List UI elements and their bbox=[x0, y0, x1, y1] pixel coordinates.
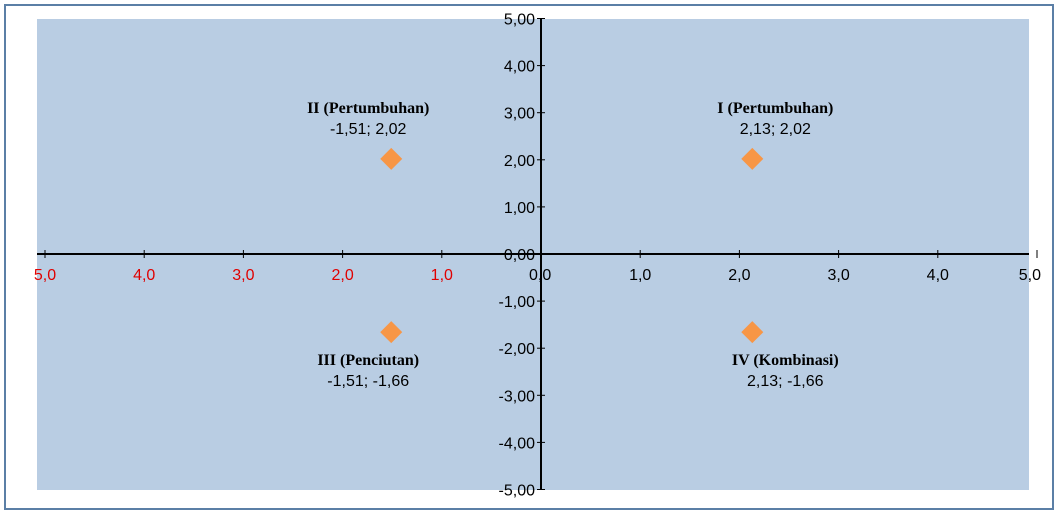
y-tick-label: 1,00 bbox=[504, 200, 535, 217]
x-tick-label: 1,0 bbox=[431, 267, 453, 284]
point-coordinate-label: 2,13; 2,02 bbox=[740, 121, 811, 138]
y-tick-label: 0,00 bbox=[504, 247, 535, 264]
x-tick-label: 0,0 bbox=[529, 267, 551, 284]
chart-frame: 5,0 4,0 3,0 2,0 1,0 0,0 1,0 2,0 3,0 4,0 5,0 5,00 4,… bbox=[4, 4, 1054, 510]
x-tick-label: 2,0 bbox=[331, 267, 353, 284]
x-tick-label: 5,0 bbox=[1019, 267, 1041, 284]
quadrant-chart: 5,0 4,0 3,0 2,0 1,0 0,0 1,0 2,0 3,0 4,0 5,0 5,00 4,… bbox=[34, 12, 1041, 500]
x-tick-label: 1,0 bbox=[629, 267, 651, 284]
y-tick-label: 3,00 bbox=[504, 106, 535, 123]
quadrant-title: II (Pertumbuhan) bbox=[307, 100, 429, 117]
y-tick-label: 5,00 bbox=[504, 12, 535, 29]
quadrant-title: IV (Kombinasi) bbox=[732, 352, 839, 369]
y-tick-label: -2,00 bbox=[499, 341, 536, 358]
x-tick-label: 2,0 bbox=[728, 267, 750, 284]
y-tick-label: -1,00 bbox=[499, 294, 536, 311]
data-point-marker bbox=[380, 147, 403, 170]
y-tick-labels: 5,00 4,00 3,00 2,00 1,00 0,00 -1,00 -2,00 -3,00 -… bbox=[499, 12, 536, 500]
y-tick-label: -4,00 bbox=[499, 435, 536, 452]
y-tick-label: -5,00 bbox=[499, 483, 536, 500]
x-tick-label: 4,0 bbox=[927, 267, 949, 284]
y-tick-label: 2,00 bbox=[504, 153, 535, 170]
x-tick-label: 5,0 bbox=[34, 267, 56, 284]
point-coordinate-label: 2,13; -1,66 bbox=[747, 373, 824, 390]
x-tick-labels: 5,0 4,0 3,0 2,0 1,0 0,0 1,0 2,0 3,0 4,0 5,0 bbox=[34, 267, 1041, 284]
point-coordinate-label: -1,51; -1,66 bbox=[327, 373, 409, 390]
y-tick-label: -3,00 bbox=[499, 388, 536, 405]
quadrant-title: III (Penciutan) bbox=[317, 352, 419, 369]
axes bbox=[37, 18, 1038, 490]
data-point-marker bbox=[741, 321, 764, 344]
y-tick-label: 4,00 bbox=[504, 59, 535, 76]
quadrant-labels: I (Pertumbuhan) 2,13; 2,02 II (Pertumbuhan… bbox=[307, 100, 839, 390]
point-coordinate-label: -1,51; 2,02 bbox=[330, 121, 407, 138]
x-tick-label: 3,0 bbox=[827, 267, 849, 284]
x-tick-label: 4,0 bbox=[133, 267, 155, 284]
quadrant-title: I (Pertumbuhan) bbox=[717, 100, 833, 117]
data-points bbox=[380, 147, 764, 344]
x-tick-label: 3,0 bbox=[232, 267, 254, 284]
data-point-marker bbox=[741, 147, 764, 170]
data-point-marker bbox=[380, 321, 403, 344]
